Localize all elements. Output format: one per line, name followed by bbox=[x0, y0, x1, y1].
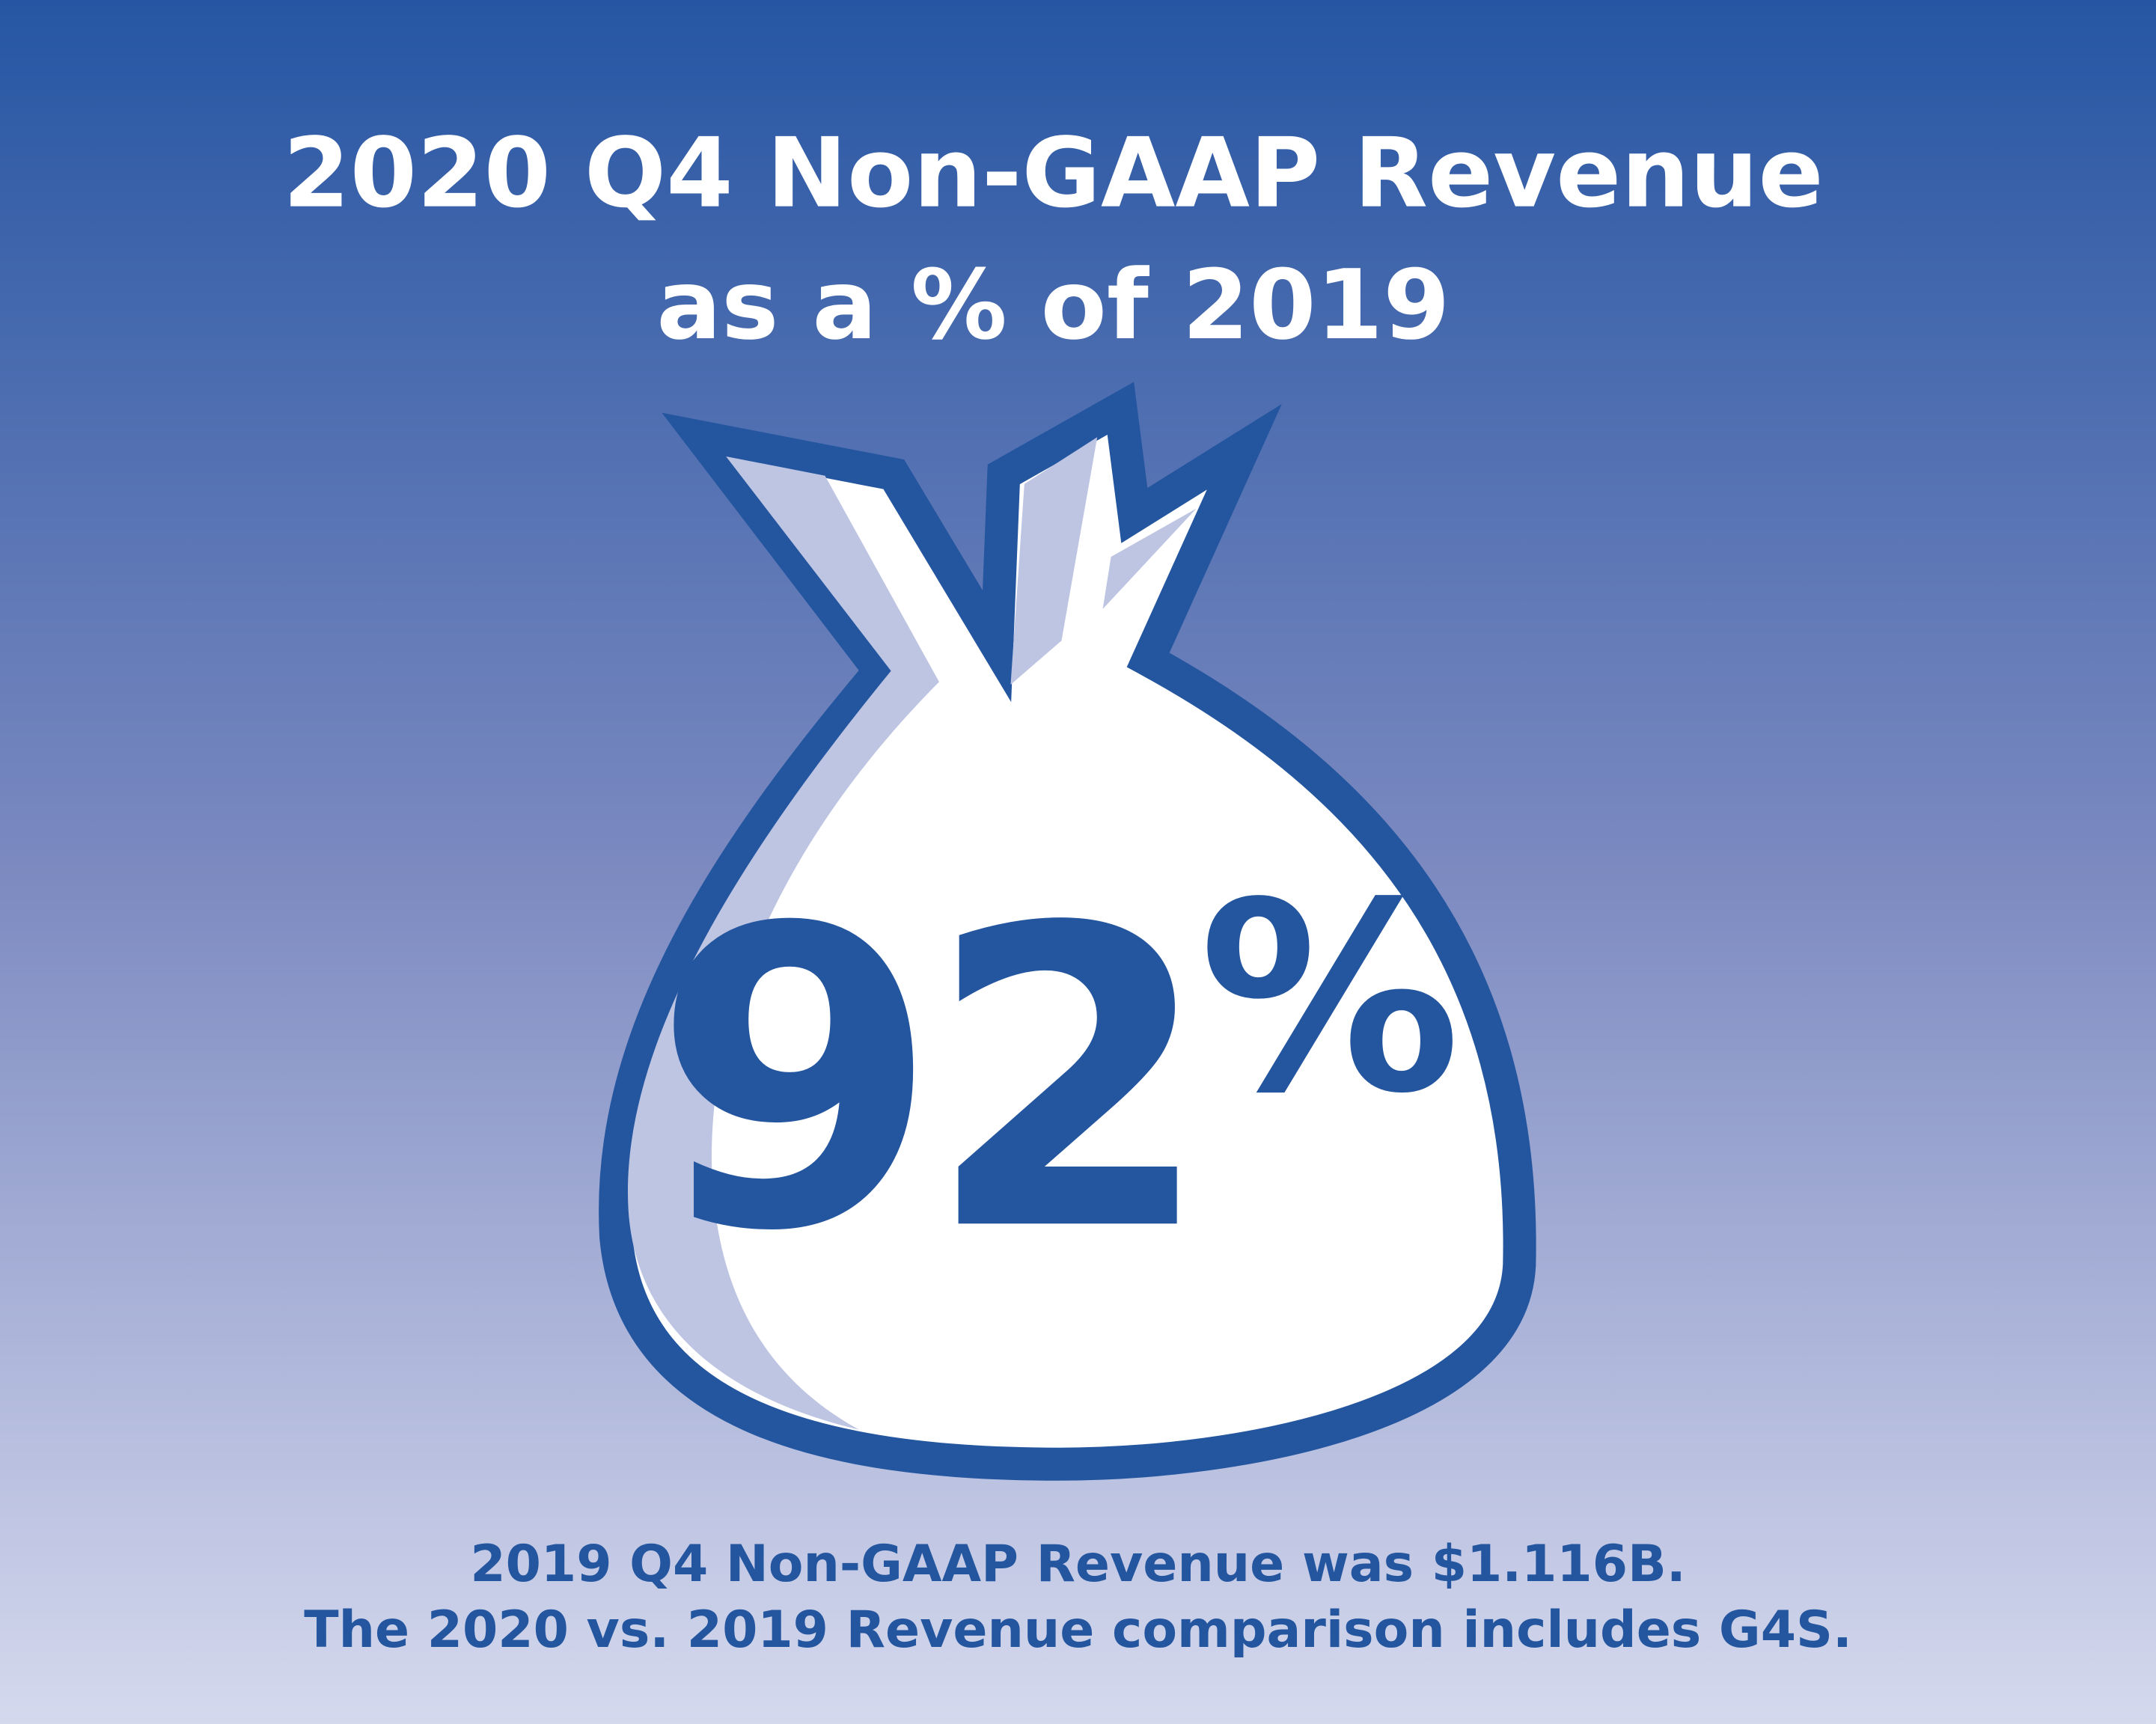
footnote-line: The 2020 vs. 2019 Revenue comparison inc… bbox=[304, 1601, 1852, 1660]
title-line: as a % of 2019 bbox=[656, 250, 1450, 361]
big-unit: % bbox=[1199, 847, 1461, 1151]
money-bag bbox=[599, 382, 1536, 1481]
big-number: 92 bbox=[653, 840, 1199, 1321]
footnote-line: 2019 Q4 Non-GAAP Revenue was $1.116B. bbox=[470, 1535, 1685, 1594]
title-line: 2020 Q4 Non-GAAP Revenue bbox=[283, 118, 1824, 230]
bag-outline bbox=[599, 382, 1536, 1481]
bag-shadow bbox=[1010, 437, 1098, 685]
bag-shadow bbox=[627, 456, 939, 1430]
